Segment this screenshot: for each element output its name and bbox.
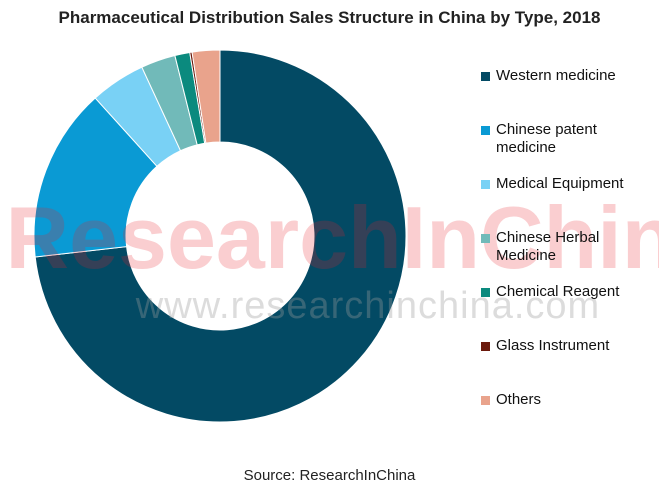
legend-label: Chemical Reagent [496,283,620,300]
legend-item: Others [481,391,541,409]
legend-swatch [481,180,490,189]
legend-item: Glass Instrument [481,337,609,355]
chart-title: Pharmaceutical Distribution Sales Struct… [58,8,601,27]
legend-label: Western medicine [496,67,616,84]
legend-label: Glass Instrument [496,337,610,354]
legend-label: Medical Equipment [496,175,624,192]
legend-swatch [481,342,490,351]
legend-swatch [481,72,490,81]
legend-swatch [481,288,490,297]
legend-label: Chinese Herbal Medicine [496,229,600,264]
legend-swatch [481,234,490,243]
legend-item: Medical Equipment [481,175,624,193]
donut-slice-western-medicine [34,49,407,423]
source-note: Source: ResearchInChina [243,467,416,484]
legend-item: Chinese patent medicine [481,121,621,157]
legend-label: Chinese patent medicine [496,121,597,156]
legend-item: Western medicine [481,67,616,85]
legend-label: Others [496,391,542,408]
legend-swatch [481,126,490,135]
legend-swatch [481,396,490,405]
legend-item: Chinese Herbal Medicine [481,229,611,265]
legend-item: Chemical Reagent [481,283,619,301]
donut-slices [33,49,407,423]
donut-slice-others [191,49,221,144]
